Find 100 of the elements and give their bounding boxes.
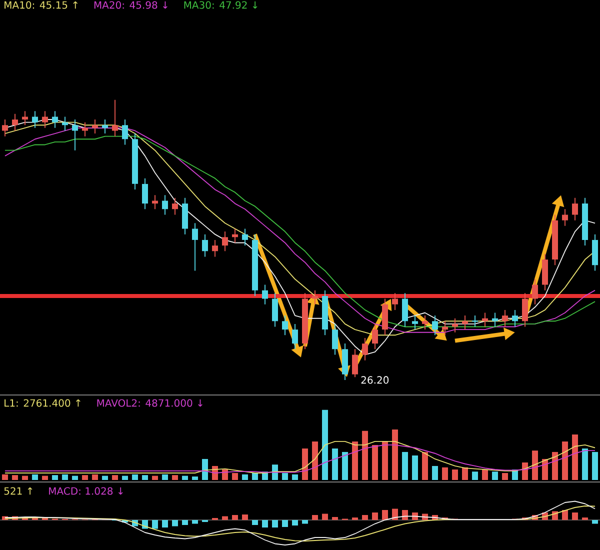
bar [52,475,58,480]
bar [592,452,598,480]
candlestick [92,119,98,134]
bar [442,467,448,480]
candlestick [362,337,368,361]
bar [392,430,398,480]
bar [162,520,168,528]
candlestick [462,315,468,330]
bar [312,441,318,480]
bar [412,512,418,520]
bar [332,448,338,480]
bar [462,467,468,480]
candlestick [292,323,298,350]
bar [542,458,548,480]
bar [82,475,88,480]
bar [252,520,258,525]
candlestick [32,110,38,128]
bar [352,441,358,480]
bar [582,448,588,480]
candlestick [212,239,218,258]
candlestick [272,292,278,328]
bar [302,448,308,480]
bar [362,515,368,520]
candlestick [232,228,238,244]
bar [232,515,238,520]
bar [282,472,288,480]
candlestick [152,194,158,210]
bar [372,444,378,480]
candlestick [72,119,78,151]
bar [252,472,258,480]
candlestick [192,222,198,272]
candlestick [502,309,508,328]
candlestick [372,323,378,350]
candlestick [562,208,568,226]
candlestick [332,323,338,356]
candlestick [172,197,178,216]
candlestick [402,292,408,328]
bar [482,469,488,480]
bar [42,476,48,480]
candlestick [422,315,428,330]
bar [172,475,178,480]
candlestick [282,315,288,336]
bar [262,520,268,528]
candlestick [52,110,58,128]
bar [522,462,528,480]
bar [142,475,148,480]
bar [422,452,428,480]
candlestick [162,194,168,216]
bar [372,512,378,520]
candlestick [482,312,488,328]
candlestick [572,197,578,221]
bar [152,520,158,529]
bar [502,472,508,480]
bar [402,510,408,520]
candlestick [102,119,108,134]
bar [72,476,78,480]
bar [292,474,298,480]
candlestick [262,284,268,305]
bar [322,514,328,520]
bar [182,520,188,525]
bar [232,472,238,480]
bar [222,469,228,480]
text: MA10: 45.15 ↑ [4,1,78,9]
bar [432,466,438,480]
candlestick [442,320,448,336]
bar [552,452,558,480]
annotation: 26.20 [361,376,389,384]
text: MA30: 47.92 ↓ [184,1,258,9]
candlestick [12,113,18,132]
bar [242,474,248,480]
text: MA20: 45.98 ↓ [94,1,168,9]
text: 521 ↑ [4,487,32,495]
bar [452,469,458,480]
bar [132,474,138,480]
bar [312,515,318,520]
candlestick [2,119,8,137]
bar [182,476,188,480]
candlestick [412,315,418,330]
candlestick [532,278,538,305]
bar [22,476,28,480]
bar [192,520,198,524]
bar [572,434,578,480]
bar [362,430,368,480]
candlestick [142,178,148,210]
bar [332,517,338,520]
bar [222,516,228,520]
bar [192,476,198,480]
candlestick [112,99,118,137]
text: L1: 2761.400 ↑ [4,399,80,407]
bar [162,474,168,480]
bar [562,510,568,520]
candlestick [82,122,88,137]
bar [532,450,538,480]
candlestick [122,119,128,146]
candlestick [471,315,479,328]
candlestick [242,228,248,246]
candlestick [202,234,208,258]
bar [32,474,38,480]
bar [62,474,68,480]
text: MAVOL2: 4871.000 ↓ [97,399,202,407]
